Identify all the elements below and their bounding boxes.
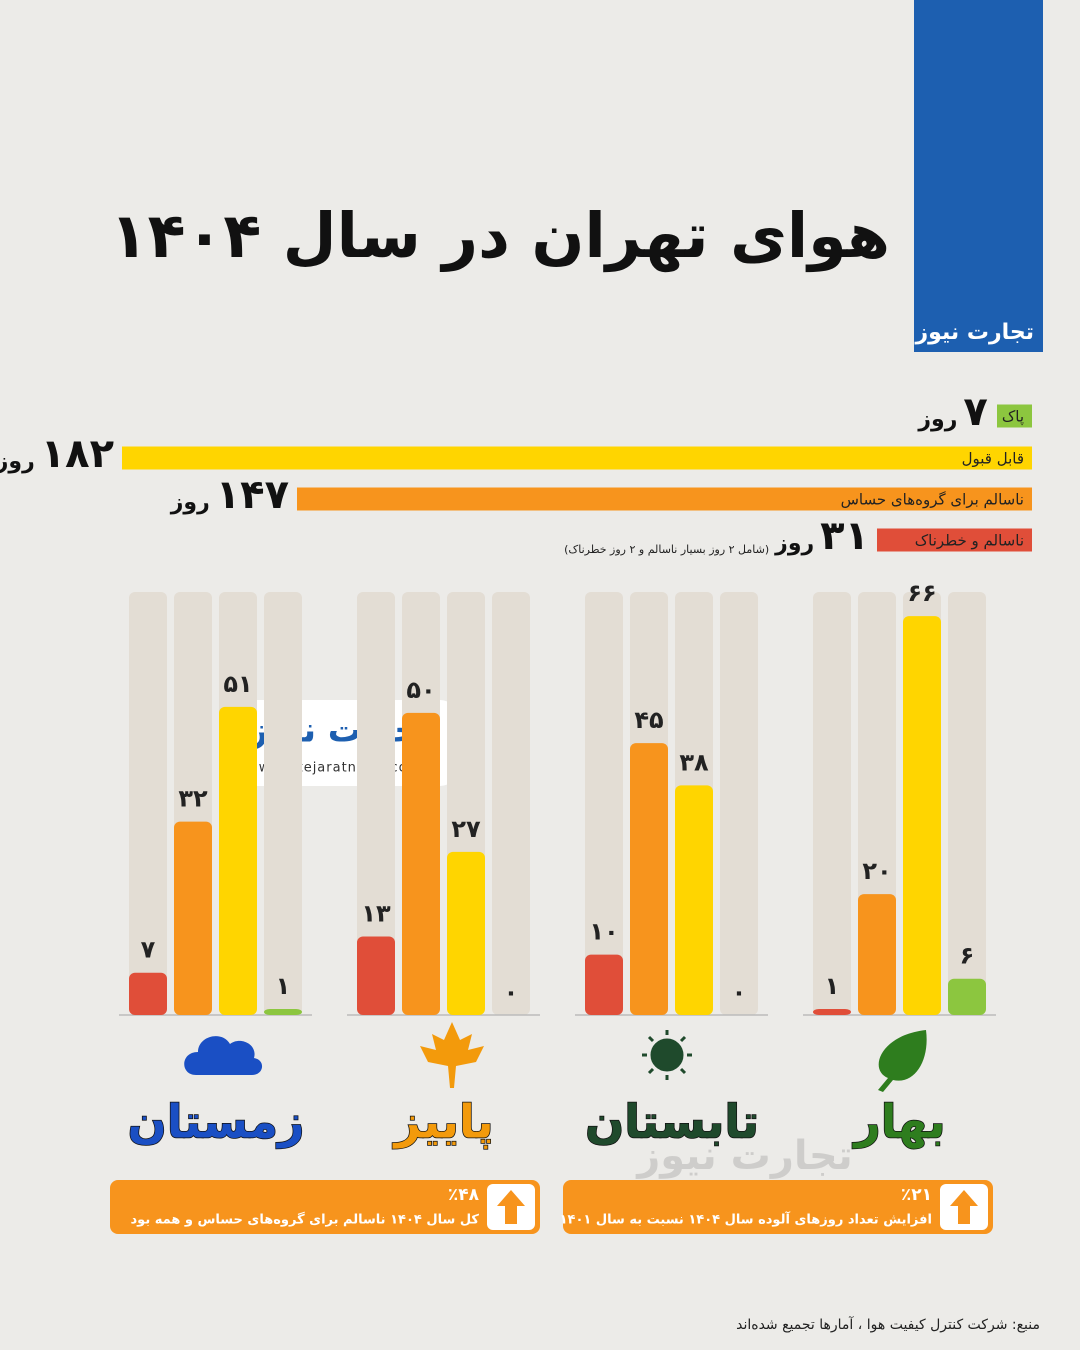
bar	[630, 743, 668, 1015]
summary-label: پاک	[1002, 408, 1024, 427]
source: منبع: شرکت کنترل کیفیت هوا ، آمارها تجمی…	[736, 1316, 1040, 1333]
summary-bar	[997, 404, 1032, 428]
bar-value-label: ۳۸	[679, 748, 709, 776]
bar-value-label: ۱۳	[361, 899, 391, 927]
summary-bar	[877, 528, 1032, 552]
summary-note: (شامل ۲ روز بسیار ناسالم و ۲ روز خطرناک)	[564, 543, 769, 556]
callout-value: ٪۲۱	[901, 1185, 932, 1205]
bar	[585, 954, 623, 1015]
watermark-logo-faint: تجارت نیوز	[635, 1133, 852, 1179]
bar-value-label: ۱۰	[589, 918, 618, 946]
season-label: بهار	[852, 1095, 945, 1149]
bar	[447, 851, 485, 1015]
bar	[357, 936, 395, 1015]
bar-value-label: ۵۱	[223, 670, 252, 698]
brand-logo: تجارت نیوز	[914, 320, 1034, 345]
bar-value-label: ۰	[504, 978, 519, 1006]
summary-value: ۳۱	[820, 513, 869, 559]
icon-maple	[420, 1022, 484, 1088]
bar-value-label: ۲۰	[862, 857, 891, 885]
bar	[174, 821, 212, 1015]
summary-value: ۷	[963, 389, 987, 435]
bar-track	[720, 592, 758, 1015]
bar-track	[357, 592, 395, 1015]
summary-value: ۱۸۲	[41, 431, 114, 477]
bar-track	[585, 592, 623, 1015]
season-label: زمستان	[127, 1095, 304, 1149]
summary-label: قابل قبول	[962, 450, 1024, 468]
bar-value-label: ۲۷	[451, 815, 481, 843]
bar	[903, 616, 941, 1015]
bar	[129, 972, 167, 1015]
season-label: تابستان	[585, 1095, 759, 1149]
icon-sun	[642, 1030, 692, 1080]
bar	[813, 1008, 851, 1015]
summary-bar	[297, 487, 1032, 511]
bar-value-label: ۱	[276, 972, 291, 1000]
title: هوای تهران در سال ۱۴۰۴	[110, 199, 890, 272]
bar	[402, 712, 440, 1015]
summary-unit: روز	[774, 531, 814, 556]
brand-strip	[914, 0, 1043, 352]
bar-track	[264, 592, 302, 1015]
summary-value: ۱۴۷	[216, 472, 289, 518]
bar	[948, 978, 986, 1015]
bar-value-label: ۴۵	[634, 706, 663, 734]
icon-leaf	[878, 1030, 927, 1092]
callout-text: افزایش تعداد روزهای آلوده سال ۱۴۰۴ نسبت …	[560, 1211, 932, 1228]
summary-label: ناسالم برای گروه‌های حساس	[841, 491, 1024, 509]
bar	[675, 785, 713, 1015]
bar-value-label: ۶	[960, 942, 975, 970]
bar-track	[813, 592, 851, 1015]
bar-track	[492, 592, 530, 1015]
bar-value-label: ۳۲	[178, 785, 208, 813]
summary-bar	[122, 446, 1032, 470]
callout-text: کل سال ۱۴۰۴ ناسالم برای گروه‌های حساس و …	[131, 1212, 480, 1228]
bar-value-label: ۷	[141, 936, 156, 964]
bar-track	[129, 592, 167, 1015]
callout-value: ٪۴۸	[448, 1185, 480, 1205]
summary-unit: روز	[0, 449, 35, 474]
summary-unit: روز	[170, 490, 210, 515]
bar	[858, 894, 896, 1015]
bar-value-label: ۶۶	[907, 579, 936, 607]
bar-value-label: ۱	[825, 972, 840, 1000]
bar-value-label: ۵۰	[406, 676, 435, 704]
season-label: پاییز	[392, 1095, 493, 1150]
callout: ٪۴۸ کل سال ۱۴۰۴ ناسالم برای گروه‌های حسا…	[110, 1180, 540, 1234]
bar	[264, 1008, 302, 1015]
callout: ٪۲۱ افزایش تعداد روزهای آلوده سال ۱۴۰۴ ن…	[560, 1180, 993, 1234]
bar-track	[948, 592, 986, 1015]
summary-unit: روز	[917, 407, 957, 432]
icon-cloud	[184, 1036, 263, 1075]
summary-label: ناسالم و خطرناک	[915, 532, 1024, 550]
bar	[219, 706, 257, 1015]
bar-value-label: ۰	[732, 978, 747, 1006]
